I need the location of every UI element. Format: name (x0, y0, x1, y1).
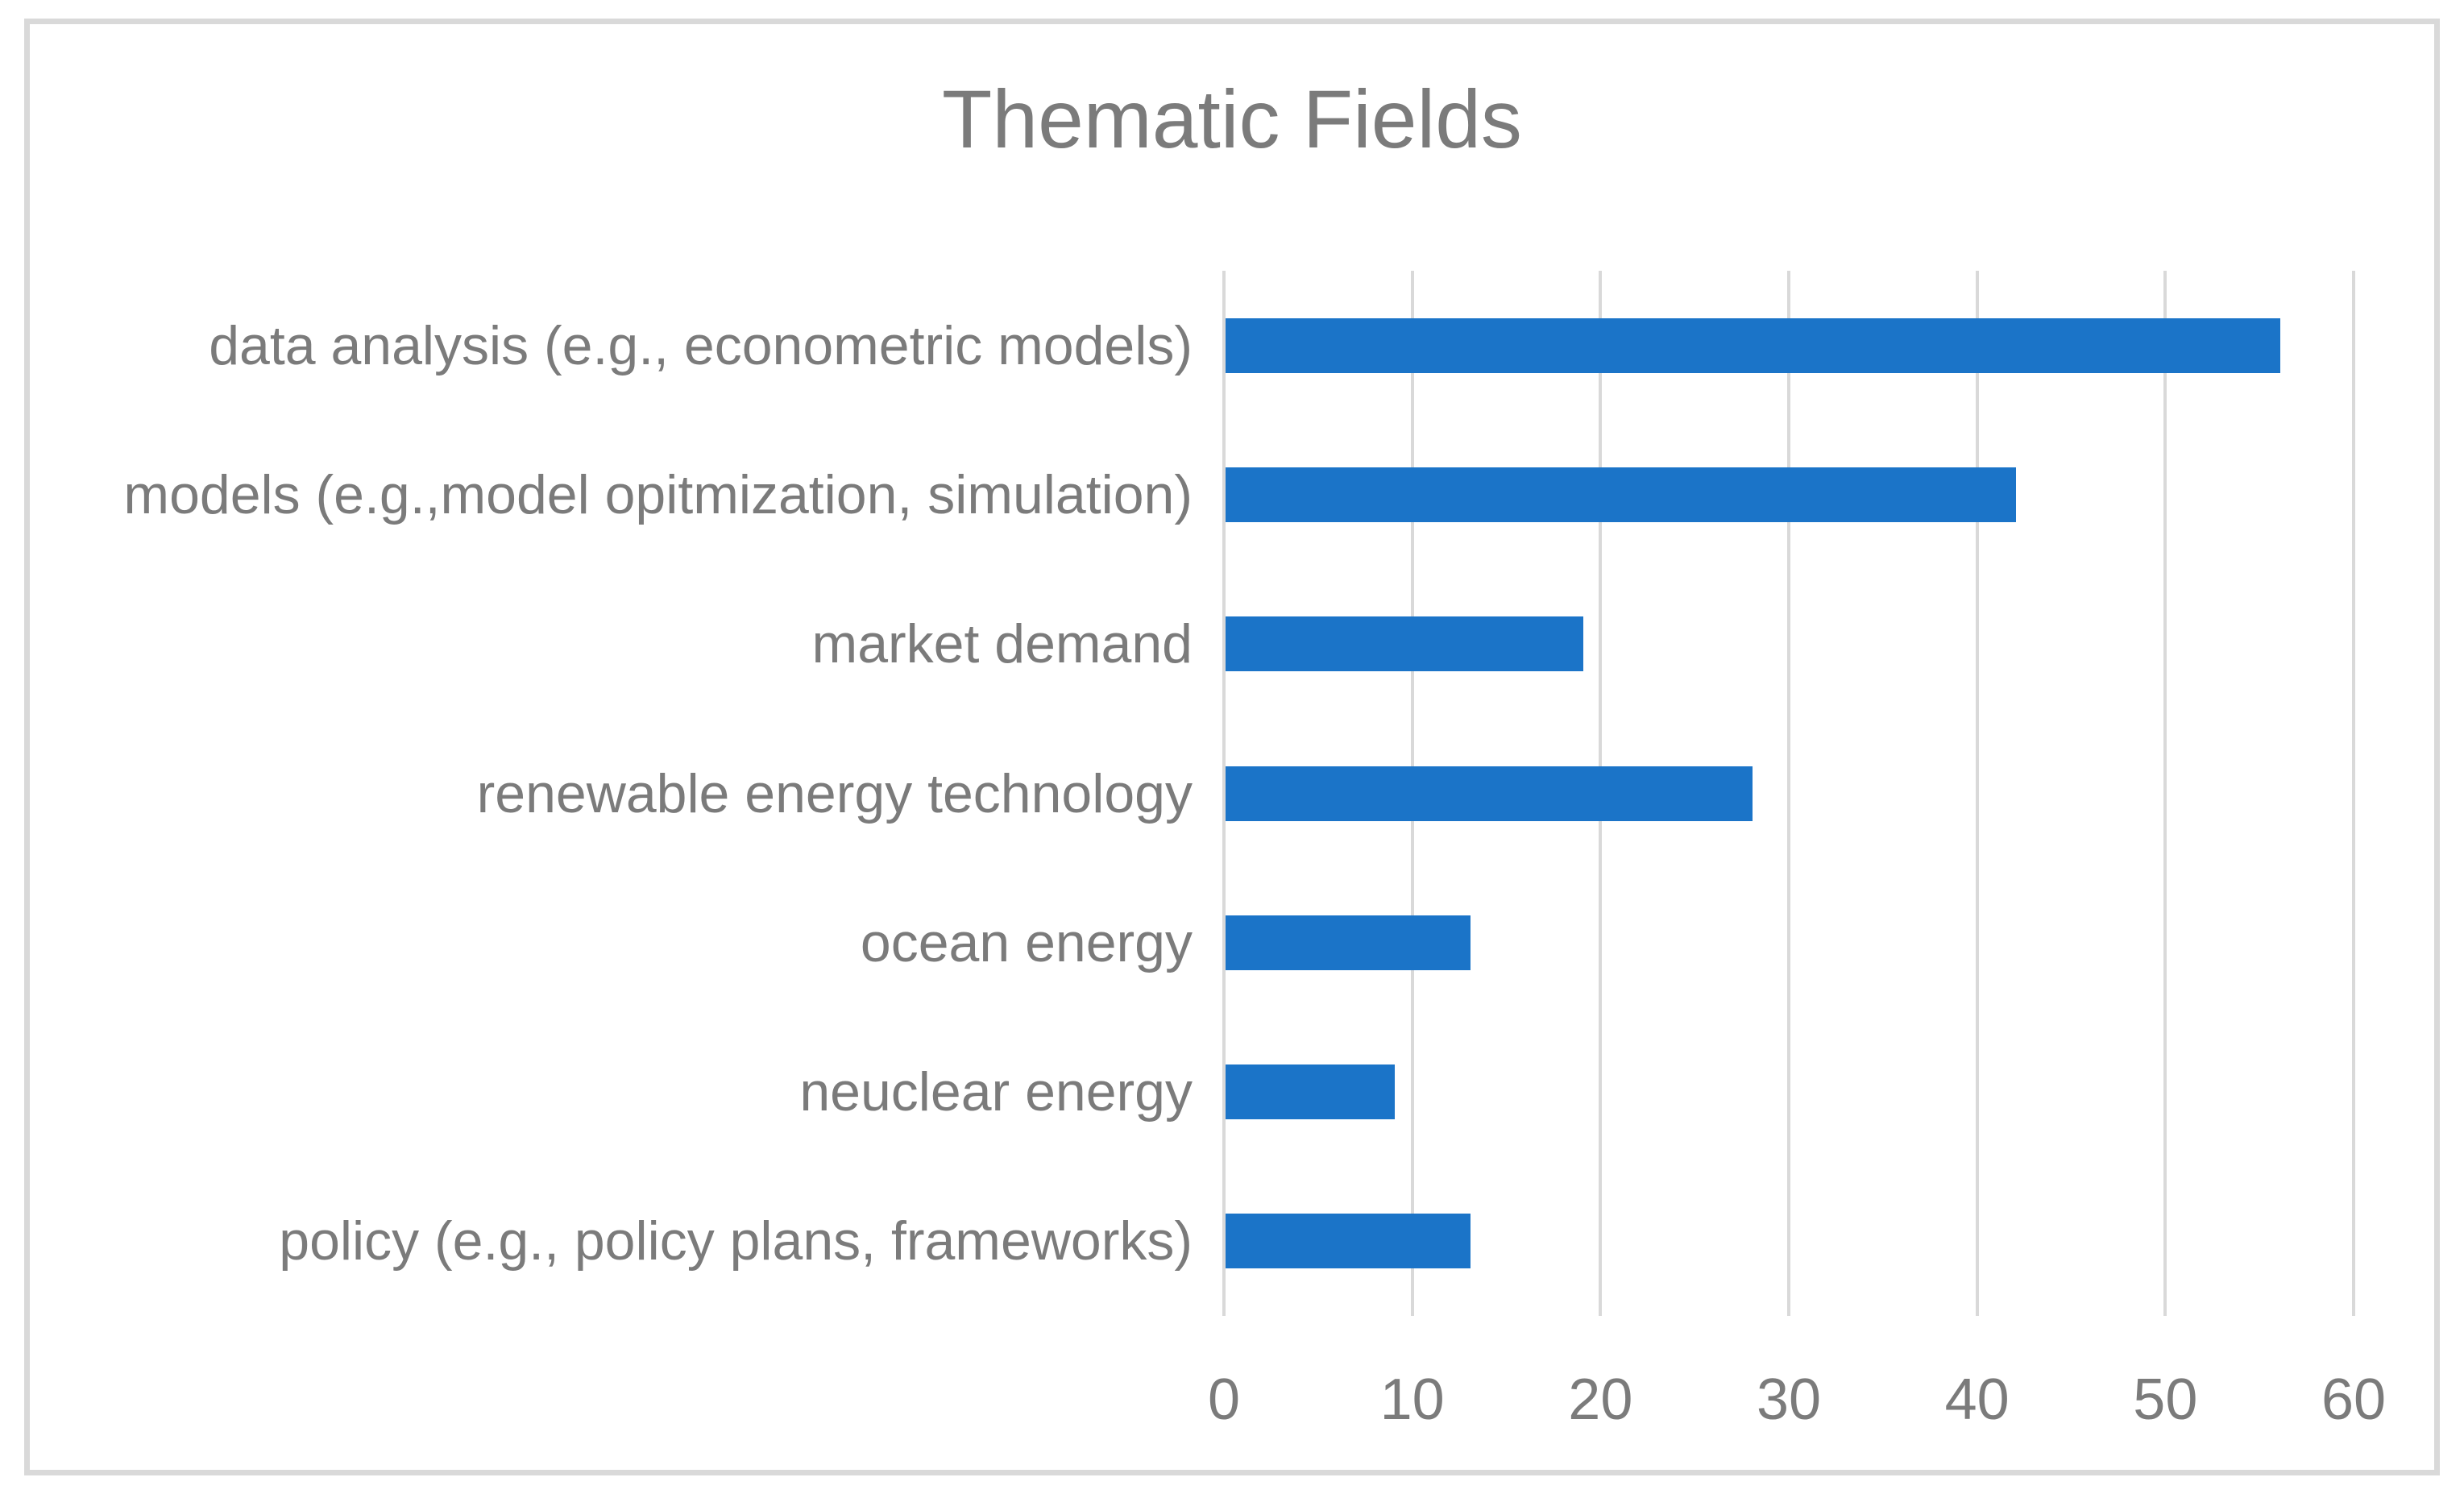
gridline (1787, 271, 1790, 1316)
bar (1226, 467, 2017, 522)
x-tick-label: 10 (1379, 1367, 1445, 1432)
bar (1226, 616, 1583, 672)
gridline (1222, 271, 1226, 1316)
bar (1226, 1064, 1396, 1120)
category-label: data analysis (e.g., econometric models) (209, 314, 1193, 376)
bar (1226, 317, 2280, 373)
x-tick-label: 40 (1944, 1367, 2010, 1432)
category-label: ocean energy (860, 911, 1193, 973)
x-tick-label: 0 (1207, 1367, 1241, 1432)
gridline (2352, 271, 2355, 1316)
gridline (2163, 271, 2167, 1316)
gridline (1975, 271, 1979, 1316)
category-axis: data analysis (e.g., econometric models)… (48, 271, 1193, 1316)
category-label: renewable energy technology (476, 762, 1193, 824)
category-label: policy (e.g., policy plans, frameworks) (279, 1210, 1193, 1272)
chart-title: Thematic Fields (942, 73, 1522, 165)
bar (1226, 766, 1753, 821)
category-label: market demand (811, 613, 1193, 675)
category-label: models (e.g.,model opitmization, simulat… (123, 463, 1193, 525)
bar (1226, 1214, 1471, 1269)
category-label: neuclear energy (799, 1061, 1193, 1123)
x-tick-label: 60 (2321, 1367, 2387, 1432)
x-tick-label: 20 (1568, 1367, 1633, 1432)
bar (1226, 915, 1471, 970)
value-axis: 0 10 20 30 40 50 60 (1208, 1363, 2386, 1436)
plot-area (1222, 271, 2355, 1316)
x-tick-label: 30 (1756, 1367, 1822, 1432)
x-tick-label: 50 (2133, 1367, 2198, 1432)
